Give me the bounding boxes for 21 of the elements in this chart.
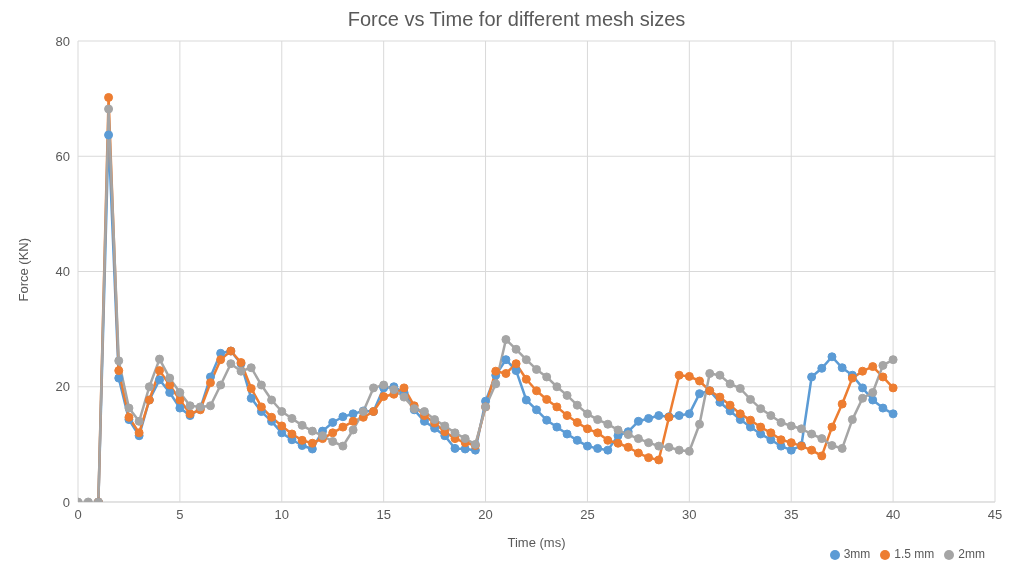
y-tick-label: 20	[55, 379, 70, 395]
y-tick-label: 60	[55, 148, 70, 164]
y-axis-title: Force (KN)	[15, 237, 31, 302]
x-tick-label: 15	[376, 507, 391, 523]
x-tick-label: 35	[783, 507, 799, 523]
y-tick-label: 80	[55, 33, 70, 49]
x-tick-label: 30	[682, 507, 697, 523]
x-tick-label: 20	[478, 507, 493, 523]
legend-label: 1.5 mm	[894, 547, 935, 561]
y-tick-label: 40	[55, 264, 70, 280]
x-tick-label: 10	[274, 507, 290, 523]
x-axis-title: Time (ms)	[507, 535, 566, 550]
x-tick-label: 5	[176, 507, 184, 523]
legend-label: 3mm	[843, 547, 871, 561]
x-tick-label: 40	[885, 507, 901, 523]
x-tick-label: 45	[987, 507, 1003, 523]
x-tick-label: 0	[74, 507, 82, 523]
y-tick-label: 0	[62, 494, 70, 510]
x-tick-label: 25	[580, 507, 595, 523]
chart-title: Force vs Time for different mesh sizes	[346, 8, 687, 31]
legend-label: 2mm	[958, 547, 985, 561]
